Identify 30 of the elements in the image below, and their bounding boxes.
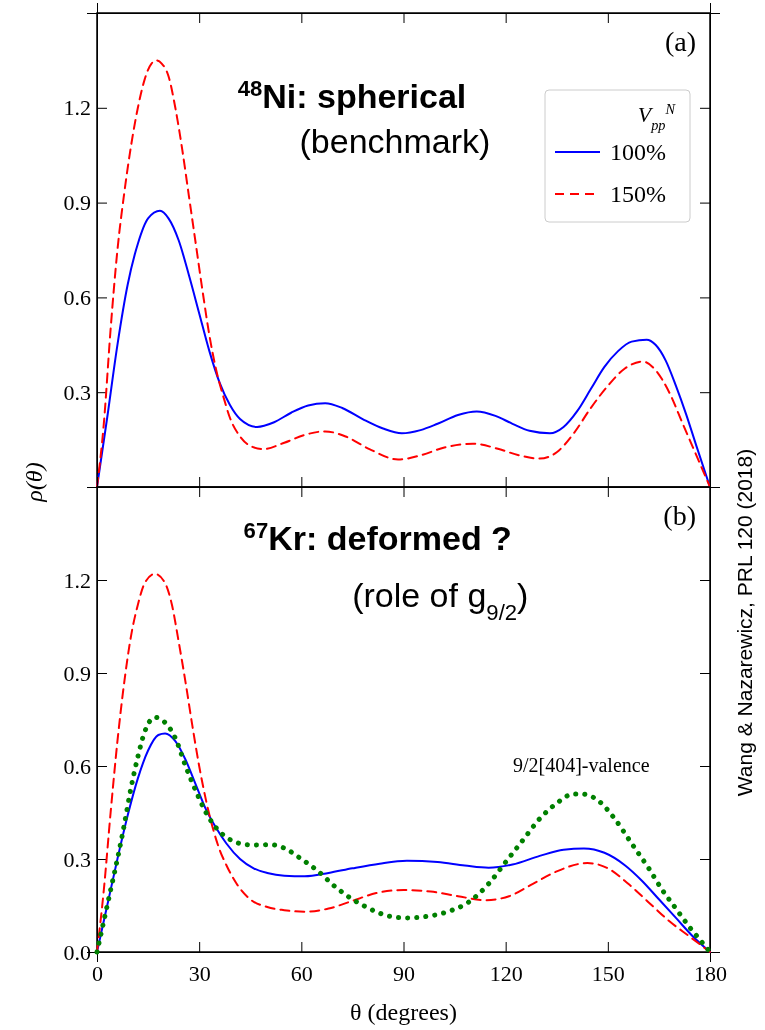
text: $^{67}$Kr: deformed ? xyxy=(243,517,512,557)
annotation: 9/2[404]-valence xyxy=(512,754,650,776)
y-tick-label: 0.3 xyxy=(63,846,91,872)
x-tick-label: 0 xyxy=(92,960,103,986)
y-tick-label: 0.0 xyxy=(63,939,91,965)
y-axis-title: ρ(θ) xyxy=(21,462,47,503)
x-axis-title: θ (degrees) xyxy=(350,999,457,1025)
text: $^{48}$Ni: spherical xyxy=(237,75,467,115)
legend-label: 150% xyxy=(610,181,666,207)
legend-label: 100% xyxy=(610,139,666,165)
y-tick-label: 0.6 xyxy=(63,284,91,310)
y-tick-label: 0.3 xyxy=(63,379,91,405)
text: Wang & Nazarewicz, PRL 120 (2018) xyxy=(733,448,756,797)
y-tick-label: 1.2 xyxy=(63,567,91,593)
x-tick-label: 90 xyxy=(393,960,415,986)
text: (benchmark) xyxy=(299,122,491,160)
line-series xyxy=(96,59,711,488)
y-tick-label: 1.2 xyxy=(63,95,91,121)
x-tick-label: 120 xyxy=(489,960,523,986)
x-tick-label: 30 xyxy=(188,960,211,986)
y-tick-label: 0.6 xyxy=(63,753,91,779)
x-tick-label: 150 xyxy=(591,960,625,986)
y-tick-label: 0.9 xyxy=(63,190,91,216)
x-tick-label: 180 xyxy=(694,960,727,986)
annotation: (a) xyxy=(664,26,696,57)
x-tick-label: 60 xyxy=(290,960,313,986)
annotation: (b) xyxy=(663,500,696,531)
y-tick-label: 0.9 xyxy=(63,660,91,686)
text: (role of g$_{9/2}$) xyxy=(352,576,529,625)
line-series xyxy=(96,572,711,953)
